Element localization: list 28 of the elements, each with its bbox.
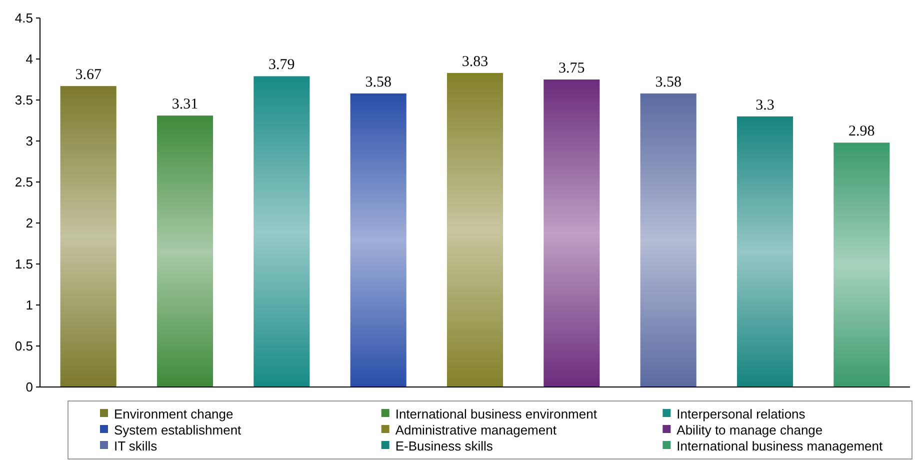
y-tick-label: 4.5 (14, 10, 33, 26)
data-label: 3.67 (75, 67, 102, 84)
data-label: 3.3 (756, 97, 774, 114)
y-tick-label: 2.5 (14, 174, 33, 190)
data-label: 3.58 (655, 74, 682, 90)
y-tick-label: 3 (26, 134, 33, 149)
legend-label: Administrative management (395, 422, 557, 438)
data-label: 3.75 (558, 60, 585, 76)
data-label: 3.31 (172, 96, 198, 113)
legend-label: IT skills (114, 438, 158, 454)
legend-label: International business environment (395, 406, 598, 422)
y-tick-label: 0 (26, 380, 33, 395)
y-tick-label: 3.5 (14, 92, 33, 108)
legend-label: Ability to manage change (676, 422, 823, 438)
data-label: 2.98 (848, 124, 875, 140)
legend-label: Interpersonal relations (676, 406, 806, 422)
legend-label: System establishment (114, 422, 242, 438)
legend-label: E-Business skills (395, 438, 494, 454)
legend-label: International business management (676, 438, 884, 454)
legend-label: Environment change (114, 406, 234, 422)
data-label: 3.58 (365, 74, 392, 90)
y-tick-label: 2 (26, 216, 33, 231)
y-tick-label: 1 (26, 298, 33, 313)
y-tick-label: 0.5 (14, 338, 33, 354)
data-label: 3.79 (268, 57, 295, 74)
y-tick-label: 4 (26, 52, 33, 67)
y-tick-label: 1.5 (14, 256, 33, 272)
data-label: 3.83 (462, 54, 488, 70)
